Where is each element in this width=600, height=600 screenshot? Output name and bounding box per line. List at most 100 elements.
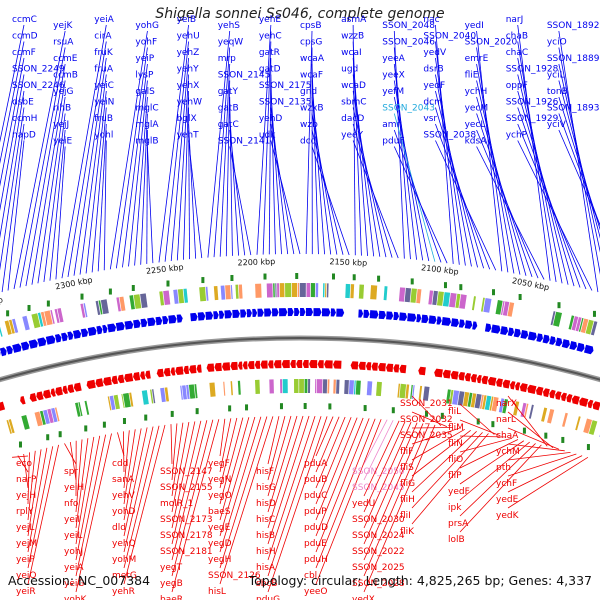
gene-leader-line <box>122 431 125 473</box>
gene-arrow <box>527 331 537 341</box>
gene-leader-line <box>507 451 571 461</box>
gene-leader-line <box>69 442 77 481</box>
gene-label: yohF <box>135 38 157 48</box>
gene-leader-line <box>267 416 280 465</box>
gene-leader-line <box>75 439 83 513</box>
gene-leader-line <box>315 416 346 489</box>
feature-block <box>150 389 154 404</box>
marker-tick <box>328 403 332 410</box>
gene-arrow <box>386 311 394 320</box>
gene-label: yejL <box>16 523 34 533</box>
gene-leader-line <box>476 146 545 280</box>
feature-block <box>405 384 410 399</box>
lower-gene-labels: eco narP yejH rplY yejL yejM yeiP yeiQ yeiR spr ye… <box>12 395 589 600</box>
marker-tick <box>279 403 283 410</box>
gene-label: ychF <box>496 479 517 489</box>
feature-block <box>4 320 12 335</box>
gene-arrow <box>305 308 314 317</box>
gene-leader-line <box>363 423 424 561</box>
feature-block <box>474 393 482 409</box>
gene-arrow <box>279 308 288 317</box>
gene-label: SSON_2030 <box>352 515 405 525</box>
gene-arrow <box>399 364 407 374</box>
gene-arrow <box>576 342 585 352</box>
gene-label: ccmH <box>12 114 37 124</box>
feature-block <box>297 283 300 298</box>
marker-tick <box>522 427 526 434</box>
gene-leader-line <box>176 74 189 261</box>
gene-arrow <box>442 369 451 379</box>
marker-tick <box>108 288 112 295</box>
gene-arrow <box>407 313 417 322</box>
marker-tick <box>303 403 307 410</box>
gene-arrow <box>487 376 497 386</box>
feature-block <box>585 319 594 335</box>
gene-arrow <box>571 395 580 405</box>
feature-block <box>282 379 288 394</box>
feature-block <box>470 393 477 408</box>
gene-label: yehX <box>177 81 200 91</box>
gene-arrow <box>252 308 258 318</box>
gene-label: yeiA <box>64 563 84 573</box>
feature-block <box>100 299 109 315</box>
feature-block <box>583 418 593 434</box>
gene-label: SSON_2050 <box>352 467 405 477</box>
gene-label: SSON_2031 <box>400 399 453 409</box>
gene-label: pduB <box>304 475 327 485</box>
gene-leader-line <box>17 455 29 473</box>
gene-arrow <box>29 393 37 402</box>
feature-block <box>54 308 60 324</box>
feature-block <box>235 284 239 299</box>
gene-arrow <box>107 323 117 333</box>
gene-leader-line <box>0 74 25 212</box>
gene-leader-line <box>363 420 394 481</box>
feature-block <box>129 392 134 407</box>
gene-label: SSON_2249 <box>12 65 65 75</box>
feature-block <box>306 283 311 298</box>
feature-block <box>21 414 30 430</box>
gene-arrow <box>507 327 515 337</box>
gene-label: ychP <box>506 131 528 141</box>
gene-label: rplY <box>16 507 34 517</box>
gene-label: SSON_2022 <box>352 547 405 557</box>
gene-arrow <box>218 310 225 319</box>
gene-leader-line <box>411 431 477 493</box>
gene-arrow <box>464 320 473 329</box>
gene-leader-line <box>171 420 202 545</box>
gene-label: SSON_1892 <box>547 21 600 31</box>
feature-block <box>528 404 534 419</box>
gene-label: dld <box>112 523 126 533</box>
gene-label: mglA <box>135 120 159 130</box>
gene-leader-line <box>459 437 513 453</box>
feature-block <box>445 389 451 404</box>
gene-leader-line <box>558 47 600 275</box>
marker-tick <box>80 293 84 300</box>
gene-arrow <box>491 324 501 334</box>
gene-label: pduH <box>304 555 328 565</box>
feature-block <box>8 319 15 334</box>
gene-label: SSON_1893 <box>547 104 600 114</box>
gene-arrow <box>399 312 408 321</box>
gene-label: fliG <box>400 479 415 489</box>
marker-tick <box>131 284 135 291</box>
gene-arrow <box>371 362 378 371</box>
gene-label: cpsB <box>300 21 322 31</box>
kbp-tick-label: 2350 kbp <box>0 295 4 314</box>
gene-label: ccmB <box>53 71 78 81</box>
feature-block <box>159 291 165 306</box>
gene-leader-line <box>363 419 388 465</box>
gene-arrow <box>86 379 96 389</box>
feature-block <box>315 283 319 298</box>
gene-leader-line <box>0 41 25 164</box>
gene-label: sbmC <box>341 98 366 108</box>
gene-leader-line <box>27 449 42 537</box>
gene-label: hisD <box>256 499 276 509</box>
gene-label: asmA <box>341 15 367 25</box>
minus-strand-genes <box>0 360 600 411</box>
gene-leader-line <box>0 24 25 143</box>
map-title: Shigella sonnei Ss046, complete genome <box>155 6 445 22</box>
gene-leader-line <box>363 421 406 513</box>
marker-tick <box>144 414 148 421</box>
gene-label: SSON_1926 <box>506 98 559 108</box>
gene-arrow <box>197 312 206 321</box>
